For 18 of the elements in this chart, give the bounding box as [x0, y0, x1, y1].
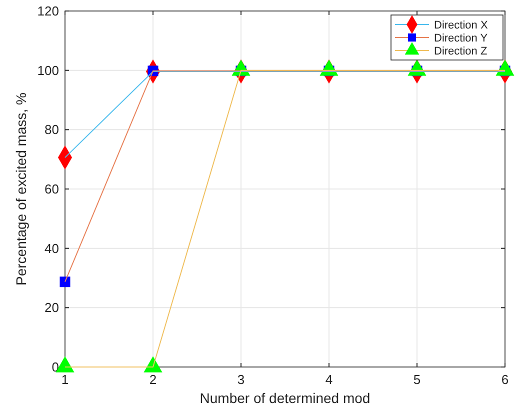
x-tick-label: 5 [413, 372, 421, 387]
x-axis-title: Number of determined mod [200, 390, 370, 406]
y-tick-label: 20 [44, 300, 59, 316]
y-tick-label: 100 [37, 62, 59, 78]
x-tick-label: 1 [61, 372, 69, 387]
x-tick-label: 2 [149, 372, 157, 387]
point [144, 356, 162, 372]
legend-label: Direction Z [434, 45, 488, 58]
y-tick-label: 60 [44, 182, 59, 197]
y-tick-label: 80 [44, 122, 59, 138]
x-tick-label: 4 [325, 372, 333, 387]
x-tick-label: 3 [237, 372, 245, 387]
legend-label: Direction X [434, 19, 488, 32]
legend-label: Direction Y [434, 32, 488, 44]
x-tick-label: 6 [501, 372, 509, 387]
y-tick-label: 120 [37, 4, 59, 19]
y-axis-title: Percentage of excited mass, % [13, 92, 29, 286]
y-tick-label: 40 [44, 240, 59, 256]
